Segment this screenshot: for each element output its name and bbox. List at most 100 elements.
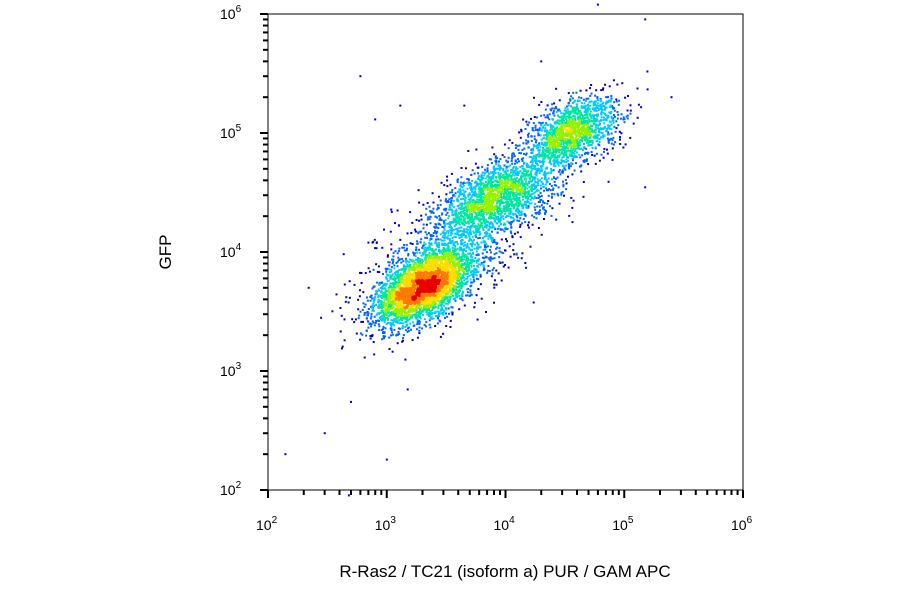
event-dot [503, 164, 506, 167]
event-dot [548, 118, 551, 121]
event-dot [397, 256, 400, 259]
event-dot [400, 275, 403, 278]
event-dot [626, 109, 629, 112]
event-dot [561, 117, 564, 120]
event-dot [629, 104, 632, 107]
event-dot [488, 217, 490, 220]
event-dot [594, 119, 597, 122]
event-dot [480, 218, 483, 221]
event-dot [434, 325, 437, 327]
event-dot [470, 262, 473, 265]
event-dot [383, 295, 386, 298]
event-dot [468, 201, 471, 204]
event-dot [431, 252, 434, 255]
event-dot [465, 236, 468, 239]
event-dot [497, 197, 500, 200]
event-dot [502, 252, 505, 255]
event-dot [535, 217, 538, 220]
event-dot [490, 251, 492, 254]
event-dot [471, 201, 474, 204]
event-dot [507, 197, 510, 200]
event-dot [487, 265, 490, 267]
event-dot [607, 141, 610, 144]
event-dot [451, 247, 454, 250]
event-dot [516, 167, 519, 170]
event-dot [460, 197, 463, 200]
event-dot [441, 255, 444, 258]
event-dot [357, 317, 360, 320]
event-dot [401, 340, 404, 343]
event-dot [609, 104, 612, 107]
event-dot [434, 310, 437, 313]
event-dot [377, 265, 380, 268]
event-dot [535, 160, 538, 163]
event-dot [453, 289, 456, 291]
event-dot [348, 296, 351, 299]
event-dot [578, 111, 581, 113]
event-dot [580, 147, 583, 150]
event-dot [544, 150, 547, 153]
event-dot [496, 208, 499, 211]
event-dot [461, 230, 464, 233]
event-dot [538, 129, 541, 132]
event-dot [455, 255, 458, 258]
event-dot [589, 110, 592, 113]
event-dot [468, 183, 471, 186]
event-dot [372, 309, 375, 312]
event-dot [403, 314, 406, 317]
event-dot [528, 202, 531, 205]
event-dot [600, 153, 603, 156]
event-dot [402, 322, 405, 325]
event-dot [505, 165, 508, 168]
event-dot [446, 211, 449, 214]
event-dot [462, 250, 465, 253]
event-dot [466, 288, 468, 291]
event-dot [497, 200, 500, 203]
event-dot [612, 79, 615, 82]
event-dot [422, 223, 425, 226]
event-dot [377, 288, 380, 291]
event-dot [393, 324, 396, 327]
event-dot [444, 209, 447, 212]
event-dot [525, 191, 528, 194]
event-dot [492, 190, 495, 192]
event-dot [507, 210, 510, 213]
event-dot [548, 145, 551, 148]
event-dot [501, 202, 504, 204]
event-dot [588, 140, 591, 143]
event-dot [418, 329, 421, 332]
event-dot [416, 316, 418, 319]
event-dot [594, 134, 597, 137]
event-dot [530, 160, 533, 163]
event-dot [508, 212, 511, 215]
event-dot [537, 189, 540, 192]
event-dot [548, 159, 551, 162]
event-dot [533, 184, 536, 187]
event-dot [431, 257, 433, 260]
event-dot [376, 319, 379, 322]
event-dot [564, 124, 567, 127]
event-dot [383, 303, 386, 306]
event-dot [493, 170, 496, 173]
event-dot [388, 261, 391, 264]
event-dot [554, 143, 557, 146]
event-dot [471, 221, 474, 224]
event-dot [543, 160, 546, 163]
event-dot [432, 306, 434, 309]
event-dot [556, 144, 559, 147]
event-dot [514, 202, 517, 205]
event-dot [499, 158, 502, 161]
event-dot [562, 153, 565, 156]
event-dot [547, 171, 550, 174]
event-dot [449, 201, 452, 204]
event-dot [567, 175, 569, 178]
event-dot [348, 280, 351, 283]
event-dot [425, 310, 428, 313]
event-dot [511, 162, 514, 165]
event-dot [401, 278, 404, 281]
event-dot [596, 118, 599, 121]
event-dot [619, 138, 621, 141]
event-dot [438, 218, 441, 221]
event-dot [404, 312, 407, 315]
event-dot [392, 278, 395, 281]
